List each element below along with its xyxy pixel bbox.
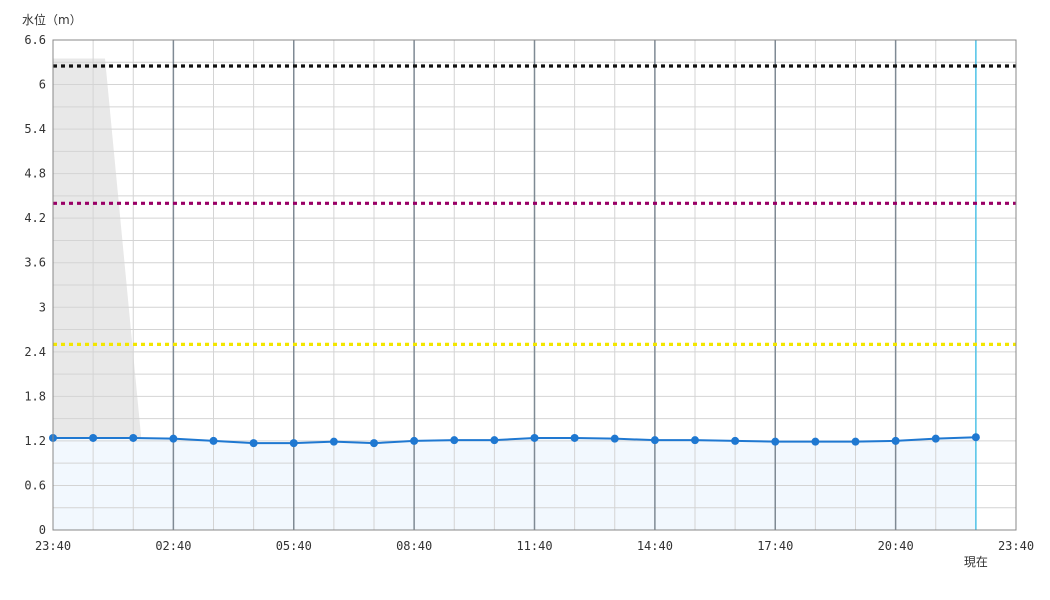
- data-point: [811, 437, 820, 446]
- x-tick-label: 17:40: [757, 539, 793, 553]
- data-point: [289, 439, 298, 448]
- y-tick-label: 3.6: [24, 256, 46, 270]
- x-tick-label: 02:40: [155, 539, 191, 553]
- axis-layer: 0 0.6 1.2 1.8 2.4 3 3.6 4.2 4.8 5.4 6 6.6 23:40 02:40…: [24, 33, 1034, 569]
- data-point: [249, 439, 258, 448]
- y-tick-label: 1.8: [24, 389, 46, 403]
- y-tick-label: 4.2: [24, 211, 46, 225]
- data-point: [169, 434, 178, 443]
- data-point: [931, 434, 940, 443]
- series-area-fill: [53, 437, 976, 530]
- series-line: [53, 436, 976, 445]
- series-layer: [49, 433, 980, 448]
- grid-lines: [53, 40, 1016, 530]
- data-point: [570, 433, 579, 442]
- missing-data-region: [53, 58, 150, 530]
- y-tick-label: 6.6: [24, 33, 46, 47]
- data-point: [329, 437, 338, 446]
- data-point: [891, 436, 900, 445]
- x-tick-label: 05:40: [276, 539, 312, 553]
- x-tick-label: 20:40: [878, 539, 914, 553]
- data-point: [89, 433, 98, 442]
- x-tick-label: 11:40: [516, 539, 552, 553]
- data-point: [450, 436, 459, 445]
- y-tick-label: 5.4: [24, 122, 46, 136]
- plot-border: [52, 39, 1017, 531]
- x-tick-label: 23:40: [998, 539, 1034, 553]
- data-point: [851, 437, 860, 446]
- y-tick-label: 0: [39, 523, 46, 537]
- data-point: [129, 433, 138, 442]
- data-point: [971, 433, 980, 442]
- data-point: [731, 436, 740, 445]
- y-axis-label: 水位（m）: [22, 12, 82, 27]
- data-point: [490, 436, 499, 445]
- y-tick-label: 3: [39, 300, 46, 314]
- data-point: [370, 439, 378, 448]
- data-point: [610, 434, 619, 443]
- data-point: [650, 436, 659, 445]
- data-point: [209, 436, 218, 445]
- threshold-lines: [53, 64, 1016, 346]
- now-label: 現在: [964, 555, 988, 569]
- data-point: [410, 436, 419, 445]
- data-point: [530, 433, 539, 442]
- y-tick-label: 1.2: [24, 434, 46, 448]
- y-tick-label: 0.6: [24, 478, 46, 492]
- y-tick-label: 2.4: [24, 345, 46, 359]
- y-tick-label: 6: [39, 78, 46, 92]
- data-point: [691, 436, 699, 445]
- x-tick-label: 23:40: [35, 539, 71, 553]
- x-tick-label: 14:40: [637, 539, 673, 553]
- data-point: [771, 437, 780, 446]
- y-tick-label: 4.8: [24, 167, 46, 181]
- x-tick-label: 08:40: [396, 539, 432, 553]
